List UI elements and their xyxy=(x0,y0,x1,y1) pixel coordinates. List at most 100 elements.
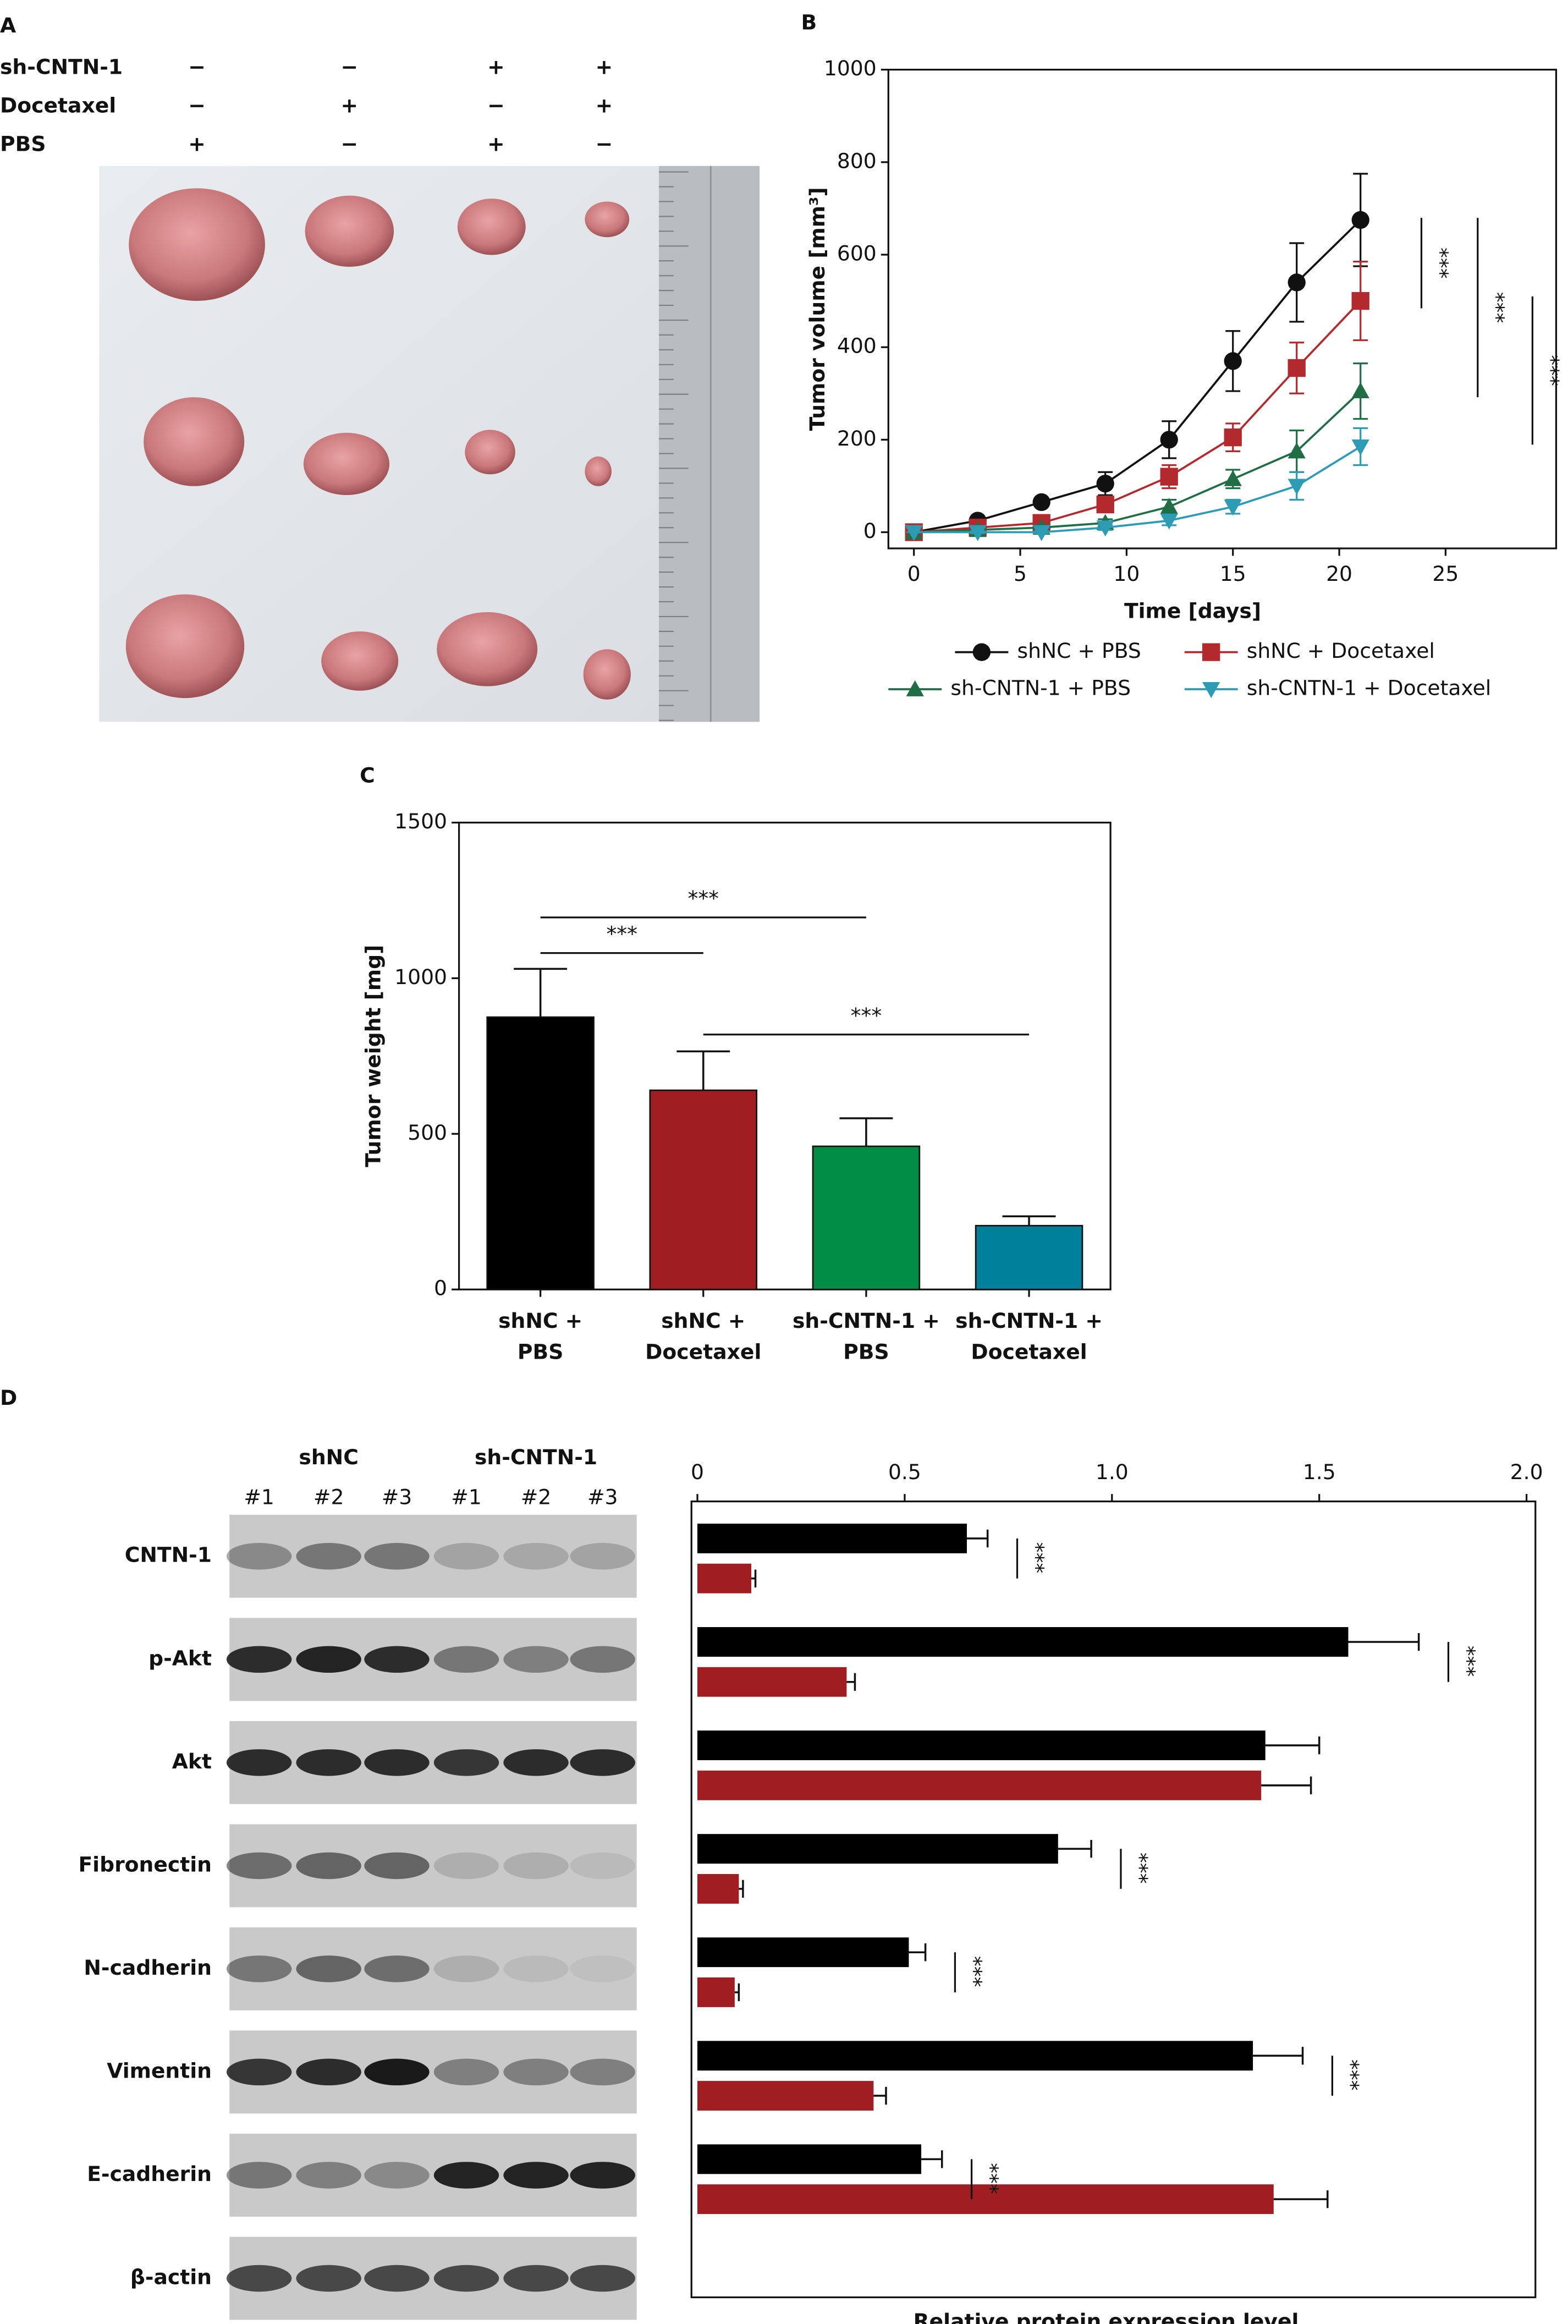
protein-label: β-actin xyxy=(130,2265,212,2289)
x-tick-label: 0 xyxy=(907,562,921,586)
legend-marker xyxy=(1202,682,1220,699)
bar xyxy=(697,1770,1262,1800)
protein-label: CNTN-1 xyxy=(125,1543,212,1567)
blot-band xyxy=(503,2058,569,2086)
y-tick-label: 0 xyxy=(434,1276,447,1300)
blot-band xyxy=(570,1749,635,1776)
bar xyxy=(697,1730,1266,1761)
condition-sign: + xyxy=(596,54,613,79)
photo xyxy=(99,166,760,722)
protein-label: E-cadherin xyxy=(87,2162,212,2186)
marker xyxy=(1160,498,1178,514)
significance-label: *** xyxy=(978,2163,1003,2194)
blot-band xyxy=(296,2162,361,2189)
y-tick-label: 400 xyxy=(837,334,877,358)
marker xyxy=(1160,431,1178,449)
x-tick-label: PBS xyxy=(518,1340,563,1364)
condition-sign: − xyxy=(341,54,359,79)
plot-frame xyxy=(887,69,1558,550)
bar xyxy=(812,1145,921,1290)
series-line xyxy=(914,219,1362,534)
protein-label: Vimentin xyxy=(107,2058,212,2083)
bar xyxy=(697,2184,1274,2215)
tumor xyxy=(144,397,245,486)
blot-band xyxy=(364,1955,430,1982)
protein-label: p-Akt xyxy=(148,1646,212,1670)
bar xyxy=(697,2081,874,2111)
marker xyxy=(1032,525,1050,541)
y-tick-label: 800 xyxy=(837,149,877,173)
legend-marker xyxy=(1202,643,1220,661)
marker xyxy=(969,525,987,541)
x-tick-label: 1.0 xyxy=(1096,1460,1129,1484)
lane-label: #2 xyxy=(521,1485,552,1509)
blot-band xyxy=(226,2058,292,2086)
y-tick-label: 200 xyxy=(837,426,877,450)
legend-label: shNC + PBS xyxy=(1017,639,1141,663)
marker xyxy=(1096,475,1114,493)
plot-frame xyxy=(458,821,1112,1290)
condition-sign: + xyxy=(487,54,505,79)
condition-sign: − xyxy=(188,93,206,117)
x-tick-label: 0.5 xyxy=(888,1460,921,1484)
y-tick-label: 600 xyxy=(837,241,877,265)
marker xyxy=(1224,470,1242,486)
blot-band xyxy=(503,1542,569,1570)
significance-label: *** xyxy=(1339,2059,1363,2091)
blot-band xyxy=(570,1542,635,1570)
significance-label: *** xyxy=(1485,292,1509,323)
blot-band xyxy=(226,1955,292,1982)
marker xyxy=(1224,428,1242,447)
legend-marker xyxy=(972,643,991,661)
error-bar xyxy=(1253,2047,1304,2065)
x-tick-label: 1.5 xyxy=(1303,1460,1336,1484)
bar xyxy=(697,1627,1349,1657)
blot-band xyxy=(296,1646,361,1673)
error-bar xyxy=(839,1117,893,1146)
blot-band xyxy=(226,1852,292,1880)
blot-band xyxy=(570,2265,635,2292)
blot-band xyxy=(364,2162,430,2189)
tumor xyxy=(583,649,631,700)
error-bar xyxy=(1058,1839,1092,1858)
blot-band xyxy=(364,1852,430,1880)
blot-band xyxy=(226,1646,292,1673)
x-tick-label: Docetaxel xyxy=(971,1340,1087,1364)
blot-band xyxy=(503,1955,569,1982)
panel-letter: A xyxy=(0,13,16,37)
x-tick-label: sh-CNTN-1 + xyxy=(793,1309,940,1333)
blot-band xyxy=(226,2162,292,2189)
significance-label: *** xyxy=(688,886,719,910)
tumor xyxy=(305,195,394,267)
bar xyxy=(649,1089,758,1290)
protein-label: N-cadherin xyxy=(84,1955,212,1980)
marker xyxy=(1032,493,1050,512)
blot-band xyxy=(503,1852,569,1880)
error-bar xyxy=(966,1529,989,1548)
tumor xyxy=(125,594,245,699)
blot-band xyxy=(364,2265,430,2292)
lane-label: #1 xyxy=(244,1485,274,1509)
legend-marker xyxy=(906,680,924,696)
x-tick-label: 20 xyxy=(1326,562,1352,586)
marker xyxy=(1096,520,1114,537)
significance-label: *** xyxy=(962,1956,986,1987)
marker xyxy=(1160,513,1178,530)
blot-band xyxy=(296,1955,361,1982)
marker xyxy=(1224,499,1242,516)
marker xyxy=(1096,495,1114,514)
blot-band xyxy=(433,2162,499,2189)
bar xyxy=(697,2144,922,2174)
condition-label: sh-CNTN-1 xyxy=(0,54,123,79)
blot-band xyxy=(433,2058,499,2086)
condition-sign: − xyxy=(487,93,505,117)
error-bar xyxy=(739,1880,744,1898)
significance-label: *** xyxy=(1024,1542,1048,1574)
group-label: sh-CNTN-1 xyxy=(475,1445,597,1469)
blot-band xyxy=(570,1852,635,1880)
marker xyxy=(1224,352,1242,370)
tumor xyxy=(585,456,612,486)
blot-band xyxy=(503,2162,569,2189)
bar xyxy=(975,1224,1083,1290)
panel-letter: D xyxy=(0,1386,17,1410)
